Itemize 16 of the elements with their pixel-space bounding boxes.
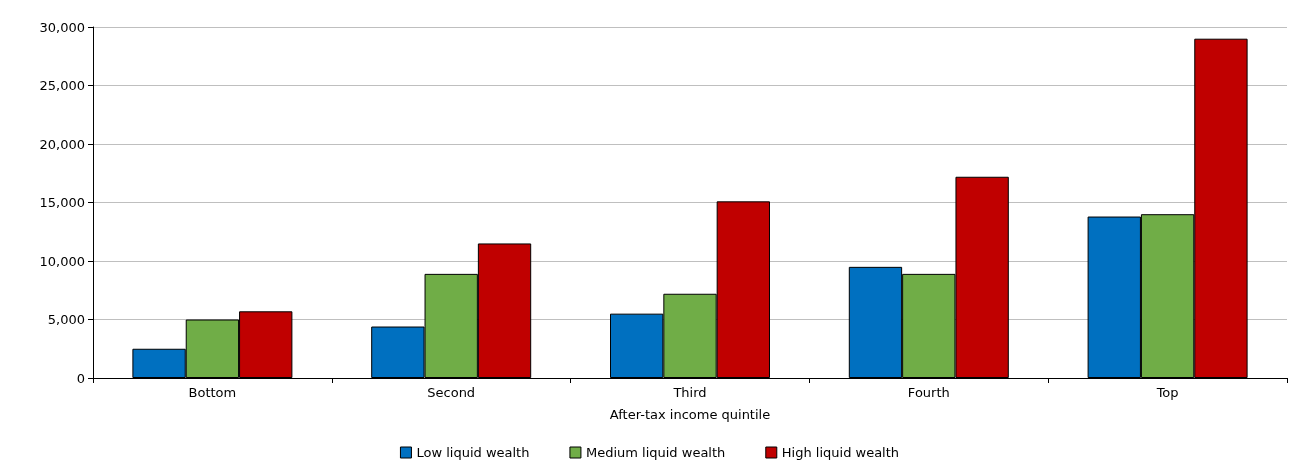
x-tick-label: Top — [1155, 385, 1179, 400]
y-tick-label: 0 — [76, 370, 85, 386]
y-tick-label: 20,000 — [39, 136, 85, 152]
x-axis-title: After-tax income quintile — [609, 407, 771, 422]
y-tick-label: 5,000 — [47, 312, 85, 327]
legend-label: High liquid wealth — [781, 445, 900, 460]
y-tick-label: 25,000 — [39, 78, 85, 93]
legend-label: Low liquid wealth — [416, 445, 530, 460]
x-tick-label: Fourth — [907, 385, 950, 400]
y-tick-label: 30,000 — [39, 19, 85, 35]
x-tick-label: Bottom — [188, 385, 237, 400]
y-tick-label: 15,000 — [39, 195, 85, 210]
x-tick-label: Second — [427, 385, 476, 400]
x-tick-label: Third — [672, 385, 707, 400]
legend-label: Medium liquid wealth — [585, 445, 726, 460]
y-tick-label: 10,000 — [39, 253, 85, 269]
